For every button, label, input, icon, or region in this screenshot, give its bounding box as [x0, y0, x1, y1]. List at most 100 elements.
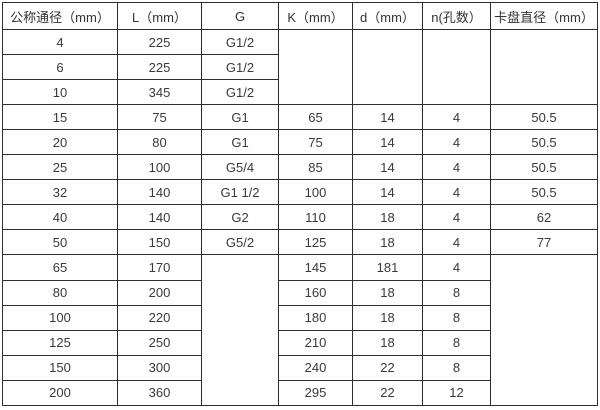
- cell-L: 170: [117, 254, 202, 281]
- cell-d: 14: [352, 154, 423, 181]
- cell-K: 210: [278, 329, 353, 356]
- table-row: 65 170 145 181 4: [2, 254, 598, 406]
- table-row: 125 250 210 18 8: [2, 329, 598, 356]
- cell-G: G1/2: [201, 79, 279, 106]
- cell-dn: 200: [2, 379, 118, 407]
- table-row: 32 140 G1 1/2 100 14 4 50.5: [2, 179, 598, 206]
- table-row: 50 150 G5/2 125 18 4 77: [2, 229, 598, 256]
- cell-G: G5/4: [201, 154, 279, 181]
- cell-dn: 25: [2, 154, 118, 181]
- cell-chuck-merged-empty: [490, 29, 598, 106]
- cell-d: 18: [352, 279, 423, 306]
- cell-K: 85: [278, 154, 353, 181]
- cell-dn: 10: [2, 79, 118, 106]
- table-row: 10 345 G1/2: [2, 79, 598, 106]
- cell-d: 14: [352, 179, 423, 206]
- header-row: 公称通径（mm） L（mm） G K（mm） d（mm） n(孔数） 卡盘直径（…: [2, 1, 598, 31]
- cell-chuck: 50.5: [490, 129, 598, 156]
- cell-d: 22: [352, 379, 423, 407]
- cell-chuck: 77: [490, 229, 598, 256]
- cell-n: 4: [422, 254, 491, 281]
- cell-dn: 40: [2, 204, 118, 231]
- cell-K: 65: [278, 104, 353, 131]
- cell-L: 140: [117, 204, 202, 231]
- cell-d: 18: [352, 304, 423, 331]
- cell-d: 14: [352, 104, 423, 131]
- cell-n: 4: [422, 229, 491, 256]
- cell-K: 100: [278, 179, 353, 206]
- cell-n: 8: [422, 279, 491, 306]
- cell-dn: 6: [2, 54, 118, 81]
- cell-G: G1/2: [201, 54, 279, 81]
- cell-chuck-merged-empty: [490, 254, 598, 406]
- header-L: L（mm）: [117, 1, 202, 31]
- cell-n-merged-empty: [422, 29, 491, 106]
- cell-n: 8: [422, 354, 491, 381]
- cell-chuck: 50.5: [490, 154, 598, 181]
- cell-G: G2: [201, 204, 279, 231]
- cell-L: 150: [117, 229, 202, 256]
- cell-K-merged-empty: [278, 29, 353, 106]
- cell-n: 4: [422, 129, 491, 156]
- cell-d: 14: [352, 129, 423, 156]
- header-d: d（mm）: [352, 1, 423, 31]
- cell-L: 345: [117, 79, 202, 106]
- cell-L: 225: [117, 54, 202, 81]
- cell-n: 4: [422, 179, 491, 206]
- cell-L: 225: [117, 29, 202, 56]
- cell-d: 18: [352, 204, 423, 231]
- cell-K: 180: [278, 304, 353, 331]
- cell-dn: 125: [2, 329, 118, 356]
- table-row: 40 140 G2 110 18 4 62: [2, 204, 598, 231]
- header-chuck-diameter: 卡盘直径（mm）: [490, 1, 598, 31]
- cell-dn: 4: [2, 29, 118, 56]
- cell-n: 4: [422, 104, 491, 131]
- cell-L: 80: [117, 129, 202, 156]
- cell-G: G1/2: [201, 29, 279, 56]
- cell-dn: 65: [2, 254, 118, 281]
- cell-dn: 100: [2, 304, 118, 331]
- cell-n: 4: [422, 154, 491, 181]
- cell-G: G1 1/2: [201, 179, 279, 206]
- cell-K: 75: [278, 129, 353, 156]
- cell-n: 8: [422, 304, 491, 331]
- cell-dn: 80: [2, 279, 118, 306]
- table-row: 20 80 G1 75 14 4 50.5: [2, 129, 598, 156]
- cell-dn: 50: [2, 229, 118, 256]
- cell-chuck: 50.5: [490, 104, 598, 131]
- cell-dn: 150: [2, 354, 118, 381]
- cell-dn: 20: [2, 129, 118, 156]
- cell-K: 240: [278, 354, 353, 381]
- cell-d: 181: [352, 254, 423, 281]
- cell-dn: 32: [2, 179, 118, 206]
- cell-G-merged-empty: [201, 254, 279, 406]
- cell-d: 18: [352, 329, 423, 356]
- cell-dn: 15: [2, 104, 118, 131]
- cell-G: G1: [201, 104, 279, 131]
- header-K: K（mm）: [278, 1, 353, 31]
- cell-L: 220: [117, 304, 202, 331]
- cell-G: G5/2: [201, 229, 279, 256]
- cell-L: 140: [117, 179, 202, 206]
- cell-K: 295: [278, 379, 353, 407]
- cell-L: 100: [117, 154, 202, 181]
- header-G: G: [201, 1, 279, 31]
- cell-L: 360: [117, 379, 202, 407]
- cell-n: 8: [422, 329, 491, 356]
- header-n-holes: n(孔数）: [422, 1, 491, 31]
- table-row: 100 220 180 18 8: [2, 304, 598, 331]
- table-row: 4 225 G1/2: [2, 29, 598, 106]
- cell-K: 160: [278, 279, 353, 306]
- cell-K: 125: [278, 229, 353, 256]
- cell-d-merged-empty: [352, 29, 423, 106]
- header-nominal-diameter: 公称通径（mm）: [2, 1, 118, 31]
- cell-K: 145: [278, 254, 353, 281]
- cell-chuck: 50.5: [490, 179, 598, 206]
- cell-L: 250: [117, 329, 202, 356]
- cell-K: 110: [278, 204, 353, 231]
- cell-L: 75: [117, 104, 202, 131]
- cell-L: 200: [117, 279, 202, 306]
- cell-G: G1: [201, 129, 279, 156]
